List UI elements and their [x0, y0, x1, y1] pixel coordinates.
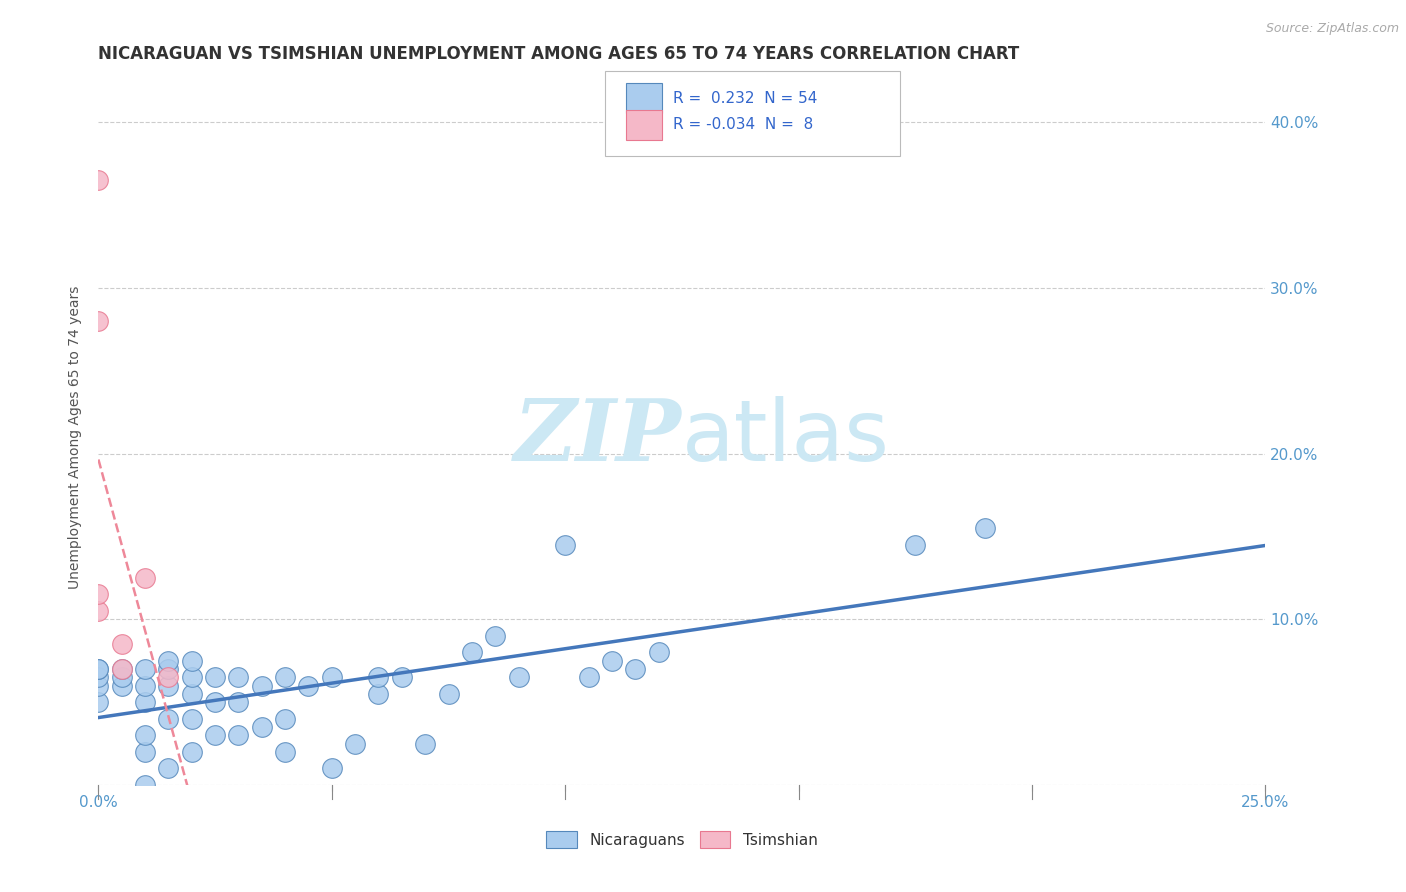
- Point: [157, 761, 180, 775]
- Point: [87, 604, 110, 618]
- Point: [87, 662, 110, 676]
- Point: [461, 645, 484, 659]
- Point: [204, 728, 226, 742]
- Point: [157, 662, 180, 676]
- Point: [250, 720, 273, 734]
- Text: NICARAGUAN VS TSIMSHIAN UNEMPLOYMENT AMONG AGES 65 TO 74 YEARS CORRELATION CHART: NICARAGUAN VS TSIMSHIAN UNEMPLOYMENT AMO…: [98, 45, 1019, 62]
- Point: [111, 679, 134, 693]
- Point: [111, 662, 134, 676]
- Point: [367, 687, 389, 701]
- Point: [624, 662, 647, 676]
- Legend: Nicaraguans, Tsimshian: Nicaraguans, Tsimshian: [540, 825, 824, 854]
- Point: [87, 679, 110, 693]
- Point: [344, 737, 367, 751]
- Point: [904, 538, 927, 552]
- Point: [87, 662, 110, 676]
- Point: [134, 571, 156, 585]
- Point: [228, 670, 250, 684]
- Point: [134, 662, 156, 676]
- Point: [134, 778, 156, 792]
- Text: R =  0.232  N = 54: R = 0.232 N = 54: [673, 91, 818, 105]
- Point: [484, 629, 506, 643]
- Point: [87, 670, 110, 684]
- Point: [111, 670, 134, 684]
- Point: [554, 538, 576, 552]
- Point: [228, 695, 250, 709]
- Text: ZIP: ZIP: [515, 395, 682, 479]
- Point: [87, 314, 110, 328]
- Point: [157, 654, 180, 668]
- Point: [87, 695, 110, 709]
- Point: [508, 670, 530, 684]
- Point: [134, 728, 156, 742]
- Point: [228, 728, 250, 742]
- Point: [578, 670, 600, 684]
- Point: [437, 687, 460, 701]
- Y-axis label: Unemployment Among Ages 65 to 74 years: Unemployment Among Ages 65 to 74 years: [69, 285, 83, 589]
- Point: [274, 670, 297, 684]
- Point: [157, 670, 180, 684]
- Point: [180, 687, 202, 701]
- Text: Source: ZipAtlas.com: Source: ZipAtlas.com: [1265, 22, 1399, 36]
- Point: [647, 645, 669, 659]
- Point: [274, 745, 297, 759]
- Point: [134, 745, 156, 759]
- Point: [204, 670, 226, 684]
- Point: [87, 173, 110, 187]
- Point: [157, 679, 180, 693]
- Point: [297, 679, 319, 693]
- Point: [974, 521, 997, 535]
- Point: [180, 745, 202, 759]
- Point: [250, 679, 273, 693]
- Point: [180, 654, 202, 668]
- Point: [391, 670, 413, 684]
- Point: [367, 670, 389, 684]
- Point: [180, 670, 202, 684]
- Point: [204, 695, 226, 709]
- Point: [111, 662, 134, 676]
- Point: [321, 761, 343, 775]
- Point: [600, 654, 623, 668]
- Text: R = -0.034  N =  8: R = -0.034 N = 8: [673, 118, 814, 132]
- Point: [274, 712, 297, 726]
- Text: atlas: atlas: [682, 395, 890, 479]
- Point: [134, 695, 156, 709]
- Point: [87, 587, 110, 601]
- Point: [111, 637, 134, 651]
- Point: [413, 737, 436, 751]
- Point: [180, 712, 202, 726]
- Point: [157, 712, 180, 726]
- Point: [321, 670, 343, 684]
- Point: [134, 679, 156, 693]
